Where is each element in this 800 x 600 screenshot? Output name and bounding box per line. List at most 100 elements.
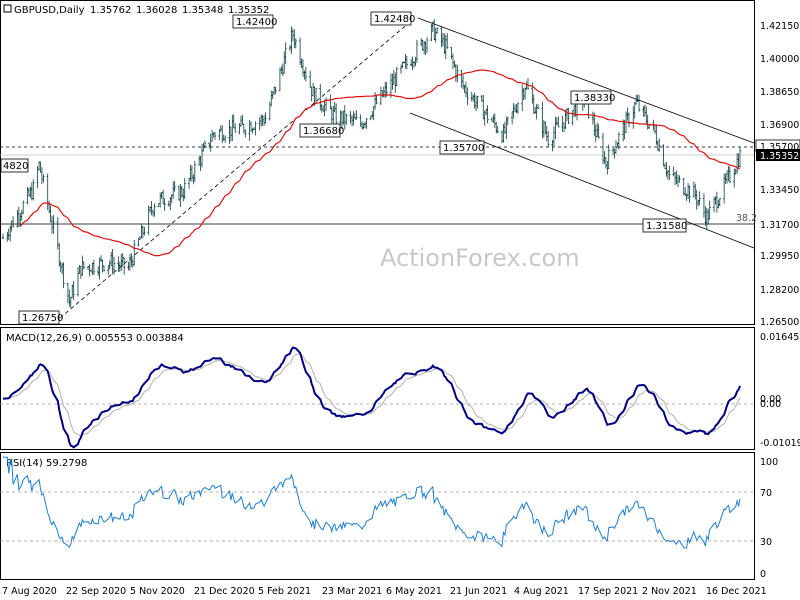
price-bar <box>264 112 267 124</box>
trend-line-dashed <box>59 21 411 319</box>
price-bar <box>203 140 207 149</box>
price-tick-6: 1.35352 <box>760 151 799 162</box>
price-tick-11: 1.26500 <box>760 317 799 328</box>
macd-tick-1: 0.01645 <box>760 332 799 343</box>
price-bar <box>72 281 75 300</box>
ann-136680-box <box>299 123 341 138</box>
rsi-panel-frame <box>0 452 755 580</box>
watermark: ActionForex.com <box>380 244 580 272</box>
price-bar <box>597 124 600 139</box>
ann-136680: 1.36680 <box>303 126 344 137</box>
price-bar <box>1 233 5 239</box>
ann-142400: 1.42400 <box>236 17 277 28</box>
price-bar <box>536 104 540 110</box>
rsi-line <box>3 456 741 549</box>
price-bar <box>324 97 328 112</box>
price-bar <box>456 64 459 83</box>
price-bar <box>425 37 429 53</box>
price-bar <box>183 178 186 199</box>
ann-126750: 1.26750 <box>22 313 63 324</box>
rsi-tick-100: 100 <box>760 457 778 468</box>
header-low: 1.35348 <box>182 5 223 16</box>
date-axis: 7 Aug 2020 22 Sep 2020 5 Nov 2020 21 Dec… <box>2 586 767 597</box>
price-bar <box>446 32 449 49</box>
price-header: GBPUSD,Daily 1.35762 1.36028 1.35348 1.3… <box>3 4 269 16</box>
date-tick-10: 17 Sep 2021 <box>578 586 638 597</box>
price-bar <box>557 116 560 128</box>
price-tick-10: 1.28200 <box>760 285 799 296</box>
candles-group <box>1 19 742 309</box>
price-tick-8: 1.31700 <box>760 220 799 231</box>
price-bar <box>234 123 237 133</box>
price-bar <box>284 42 287 65</box>
price-tick-3: 1.38650 <box>760 87 799 98</box>
ann-131580-box <box>642 218 687 233</box>
fib-382-label: 38.2 <box>736 213 757 224</box>
channel-lower-line <box>409 112 755 249</box>
price-bar <box>637 94 641 112</box>
ann-135700: 1.35700 <box>443 143 484 154</box>
price-bar <box>334 103 338 125</box>
header-icon <box>3 4 12 13</box>
price-bar <box>738 146 742 168</box>
date-tick-11: 2 Nov 2021 <box>642 586 697 597</box>
price-axis: 1.42150 1.40000 1.38650 1.36900 1.35700 … <box>755 21 800 328</box>
price-bar <box>476 95 479 109</box>
price-bar <box>627 112 631 128</box>
price-bar <box>435 27 439 34</box>
price-bar <box>274 86 277 95</box>
rsi-tick-0: 0 <box>760 569 766 580</box>
price-bar <box>658 138 661 152</box>
moving-average-line <box>19 69 741 257</box>
ann-4820-box <box>0 158 29 173</box>
price-bar <box>345 113 348 125</box>
header-high: 1.36028 <box>136 5 177 16</box>
price-bar <box>213 131 217 140</box>
price-bar <box>254 121 257 136</box>
macd-tick-2: 0.00 <box>760 394 781 405</box>
price-bar <box>567 107 570 125</box>
price-bar <box>405 55 409 70</box>
date-tick-2: 22 Sep 2020 <box>66 586 126 597</box>
price-bar <box>193 160 197 183</box>
ann-142480-box <box>370 11 412 26</box>
price-bar <box>688 185 691 203</box>
header-close: 1.35352 <box>228 5 269 16</box>
channel-upper-line <box>417 17 755 144</box>
date-tick-8: 21 Jun 2021 <box>450 586 507 597</box>
price-bar <box>486 105 489 124</box>
price-bar <box>133 240 136 266</box>
date-tick-7: 6 May 2021 <box>386 586 442 597</box>
ann-4820: 4820 <box>3 161 28 172</box>
price-bar <box>304 66 308 82</box>
rsi-tick-70: 70 <box>760 488 772 499</box>
header-symbol: GBPUSD,Daily <box>14 5 85 16</box>
price-bar <box>617 132 621 150</box>
price-bar <box>21 200 25 215</box>
price-bar <box>375 94 378 105</box>
price-bar <box>678 175 681 183</box>
price-bar <box>11 216 15 228</box>
price-bar <box>708 200 711 220</box>
price-bar <box>698 191 701 206</box>
ann-131580: 1.31580 <box>646 221 687 232</box>
date-tick-1: 7 Aug 2020 <box>2 586 57 597</box>
price-tick-4: 1.36900 <box>760 120 799 131</box>
price-bar <box>32 179 35 201</box>
date-tick-3: 5 Nov 2020 <box>130 586 185 597</box>
annotations: 1.42400 1.42480 1.36680 1.38330 1.26750 … <box>0 11 757 325</box>
rsi-label: RSI(14) 59.2798 <box>6 458 87 469</box>
price-tick-5: 1.35700 <box>760 142 799 153</box>
price-bar <box>82 261 85 270</box>
price-bar <box>466 87 469 106</box>
price-bar <box>728 166 732 184</box>
price-bar <box>496 126 499 134</box>
ann-142480: 1.42480 <box>374 14 415 25</box>
price-bar <box>718 197 722 207</box>
date-tick-9: 4 Aug 2021 <box>514 586 569 597</box>
price-bar <box>163 198 166 211</box>
price-bar <box>365 118 368 129</box>
price-bar <box>355 110 358 120</box>
price-bar <box>92 259 96 275</box>
